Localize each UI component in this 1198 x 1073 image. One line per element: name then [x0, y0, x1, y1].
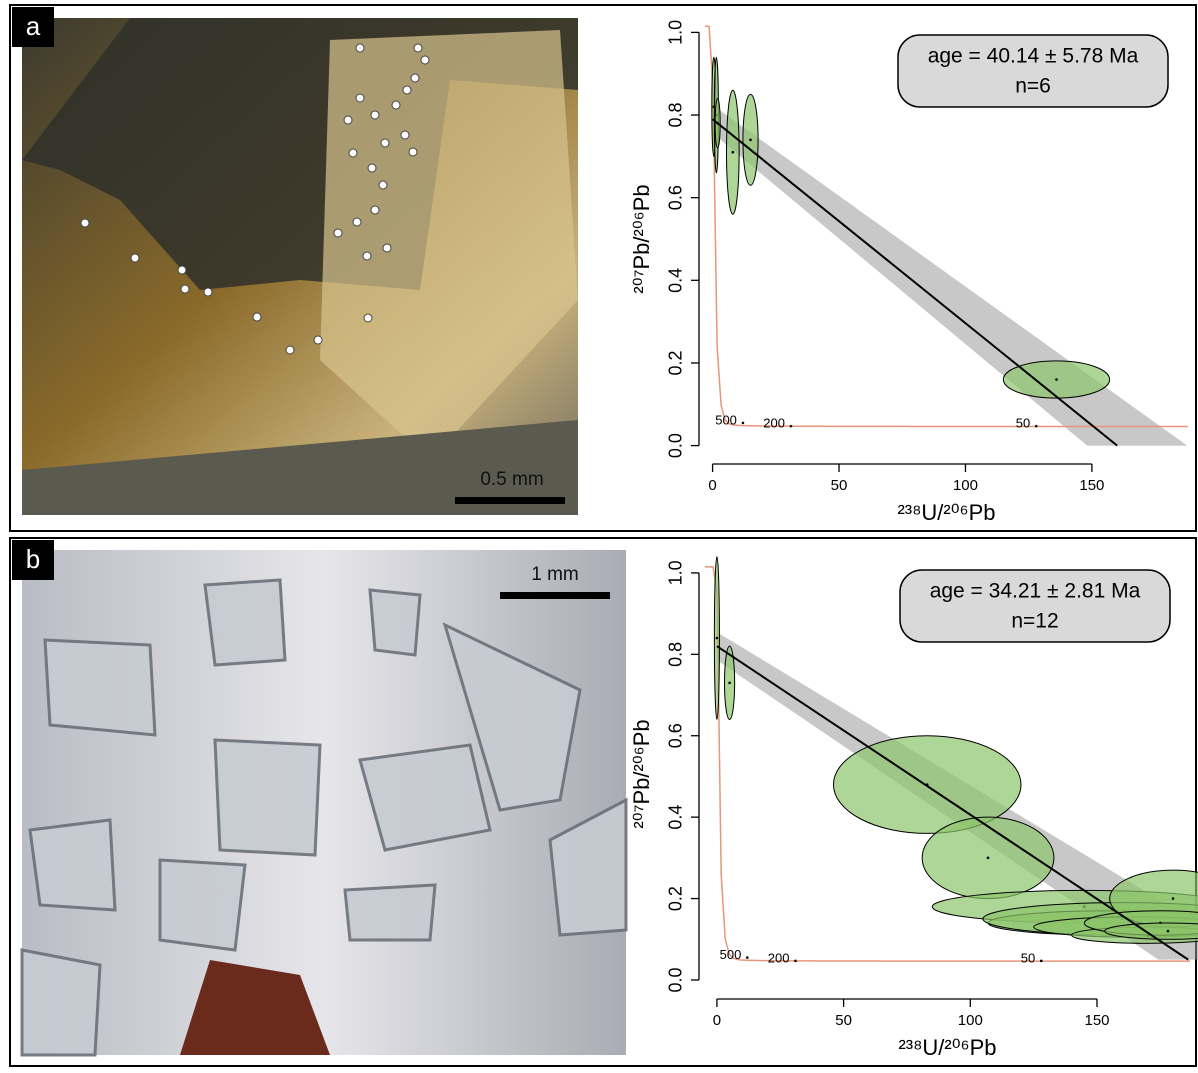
data-ellipse [1104, 922, 1198, 940]
concordia-point [746, 956, 749, 959]
regression-line [711, 118, 1118, 447]
y-tick-label: 0.0 [666, 967, 686, 992]
concordia-label: 200 [763, 416, 785, 431]
y-tick-label: 0.4 [666, 805, 686, 830]
x-tick-label: 150 [1084, 1012, 1109, 1029]
concordia-label: 200 [768, 950, 790, 965]
x-tick-label: 100 [958, 1012, 983, 1029]
panel-frame [9, 537, 1197, 1067]
y-tick-label: 0.2 [666, 350, 686, 375]
photo-b [20, 550, 628, 1057]
y-tick-label: 0.8 [666, 642, 686, 667]
y-tick-label: 1.0 [666, 20, 686, 45]
y-tick-label: 0.6 [666, 723, 686, 748]
y-tick-label: 0.2 [666, 886, 686, 911]
scale-bar-label: 1 mm [531, 564, 579, 585]
annotation-box [899, 569, 1171, 643]
x-axis-label: ²³⁸U/²⁰⁶Pb [898, 1035, 996, 1060]
x-tick-label: 100 [953, 477, 978, 494]
x-axis-label: ²³⁸U/²⁰⁶Pb [897, 500, 995, 525]
concordia [705, 25, 1188, 428]
panel-label-bg [12, 540, 54, 580]
annotation-box [897, 34, 1169, 108]
concordia-label: 500 [720, 947, 742, 962]
data-center [731, 150, 735, 154]
data-center [1171, 897, 1175, 900]
concordia-point [741, 421, 745, 425]
concordia-label: 500 [715, 412, 737, 427]
x-tick-label: 150 [1079, 477, 1104, 494]
concordia [705, 566, 1191, 962]
x-tick-label: 50 [835, 1012, 852, 1029]
data-center [728, 681, 731, 685]
concordia-label: 50 [1021, 950, 1035, 965]
x-tick-label: 0 [713, 1012, 721, 1029]
concordia-point [794, 959, 797, 963]
y-axis-label: ²⁰⁷Pb/²⁰⁶Pb [629, 719, 654, 828]
x-tick-label: 50 [831, 477, 848, 494]
confidence-band [712, 105, 1188, 446]
panel-label: b [26, 544, 40, 574]
panel-label-bg [12, 7, 54, 47]
data-center [749, 138, 752, 142]
y-tick-label: 0.6 [666, 185, 686, 210]
annotation: age = 34.21 ± 2.81 Ma [930, 580, 1141, 603]
x-tick-label: 0 [708, 477, 716, 494]
y-tick-label: 0.4 [666, 268, 686, 293]
y-tick-label: 0.8 [666, 103, 686, 128]
annotation: n=6 [1015, 75, 1051, 98]
concordia-label: 50 [1016, 416, 1030, 431]
photo-a [22, 18, 578, 515]
data-center [1055, 378, 1058, 381]
concordia-point [789, 424, 793, 428]
panel-label: a [26, 11, 41, 41]
annotation: age = 40.14 ± 5.78 Ma [928, 45, 1139, 68]
scale-bar-label: 0.5 mm [480, 469, 543, 490]
data-center [715, 636, 719, 640]
concordia-point [1039, 959, 1043, 963]
concordia-point [1034, 424, 1038, 428]
panel-frame [9, 4, 1197, 532]
y-tick-label: 0.0 [666, 433, 686, 458]
data-center [1166, 929, 1170, 933]
data-center [986, 856, 990, 860]
y-axis-label: ²⁰⁷Pb/²⁰⁶Pb [629, 184, 654, 293]
y-tick-label: 1.0 [666, 560, 686, 585]
annotation: n=12 [1011, 610, 1058, 633]
regression-line [716, 645, 1189, 961]
